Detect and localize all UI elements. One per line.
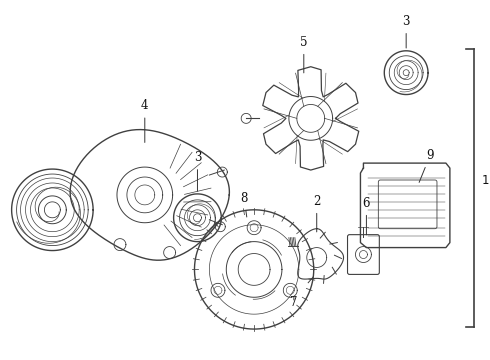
Text: 5: 5	[300, 36, 308, 73]
Text: 3: 3	[402, 15, 410, 48]
Text: 6: 6	[363, 197, 370, 235]
Text: 9: 9	[419, 149, 434, 183]
Text: 7: 7	[290, 296, 297, 309]
Text: 3: 3	[194, 151, 201, 191]
Text: 4: 4	[141, 99, 148, 143]
Text: 2: 2	[313, 195, 320, 232]
Text: 1: 1	[482, 174, 489, 186]
Text: 8: 8	[241, 192, 248, 217]
